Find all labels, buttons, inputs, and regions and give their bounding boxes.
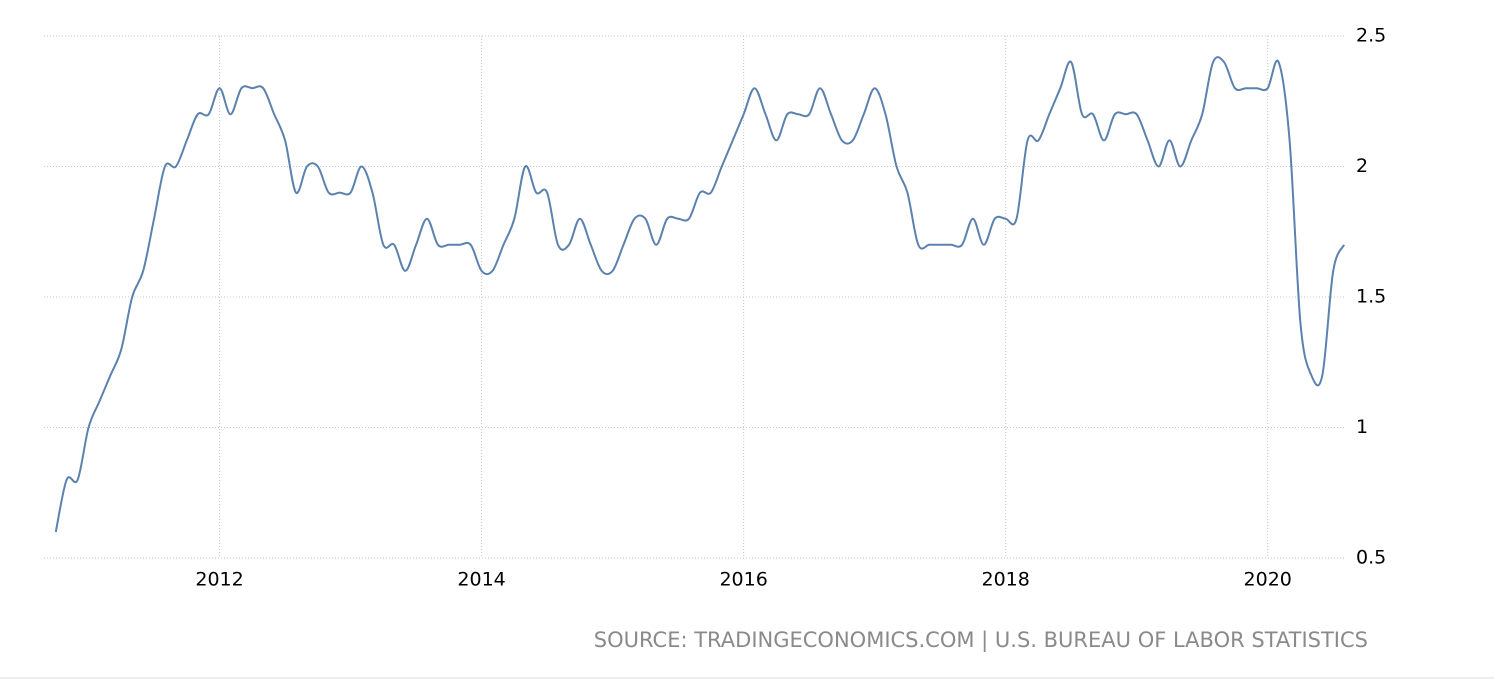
data-line <box>54 56 1346 533</box>
y-tick-label: 1.5 <box>1356 286 1386 308</box>
y-tick-label: 0.5 <box>1356 547 1386 569</box>
x-tick-label: 2020 <box>1244 569 1292 591</box>
y-tick-label: 2 <box>1356 155 1368 177</box>
x-tick-label: 2014 <box>457 569 505 591</box>
x-tick-label: 2018 <box>981 569 1029 591</box>
y-tick-label: 1 <box>1356 416 1368 438</box>
x-tick-label: 2016 <box>719 569 767 591</box>
x-tick-label: 2012 <box>195 569 243 591</box>
y-tick-label: 2.5 <box>1356 25 1386 47</box>
source: SOURCE: TRADINGECONOMICS.COM | U.S. BURE… <box>594 628 1368 653</box>
